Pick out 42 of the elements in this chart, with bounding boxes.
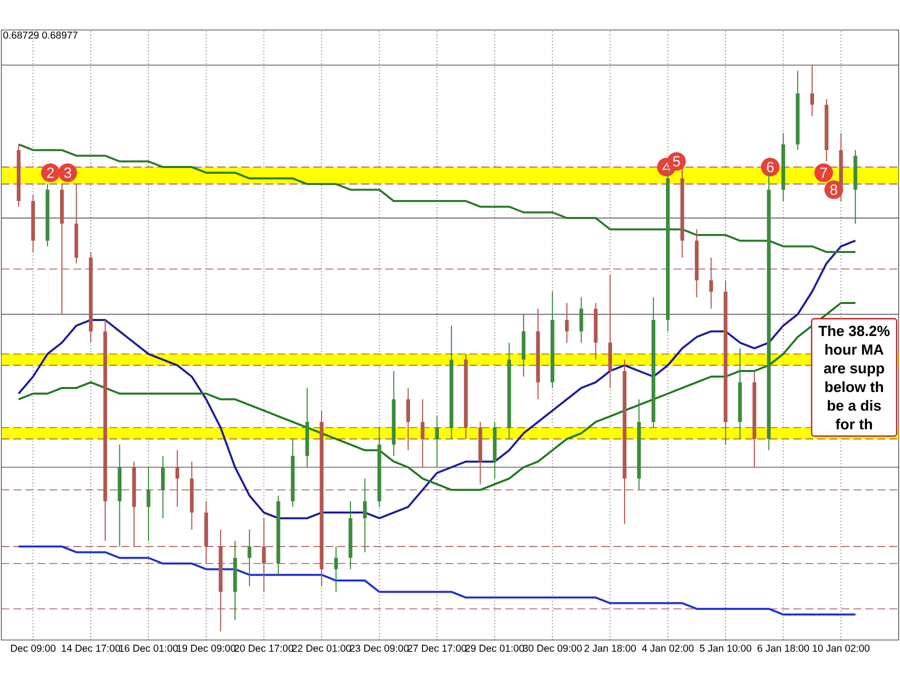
annotation: The 38.2% [818, 325, 890, 336]
candlestick [334, 546, 338, 592]
candlestick [810, 64, 814, 117]
annotation: below th [825, 381, 883, 392]
annotation: 8 [830, 184, 838, 195]
annotation: 3 [64, 168, 72, 178]
annotation: hour MA [825, 344, 884, 355]
annotation: are supp [824, 365, 884, 376]
x-tick-label: 19 Dec 09:00 [177, 644, 236, 652]
candlestick [564, 302, 569, 344]
x-tick-label: 5 Jan 10:00 [700, 644, 752, 652]
candlestick [709, 257, 713, 310]
candlestick [175, 450, 180, 508]
x-tick-label: 20 Dec 17:00 [234, 644, 294, 652]
x-tick-label: 6 Jan 18:00 [758, 644, 809, 652]
annotation: 2 [47, 168, 54, 178]
x-tick-label: 27 Dec 17:00 [408, 644, 466, 652]
candlestick [262, 518, 266, 592]
annotation: for th [836, 418, 872, 430]
annotation: 5 [673, 156, 680, 167]
x-tick-label: 30 Dec 09:00 [523, 644, 582, 652]
candlestick [363, 478, 367, 553]
x-tick-label: 10 Jan 02:00 [812, 644, 870, 652]
x-tick-label: 29 Dec 01:00 [465, 644, 524, 652]
x-tick-label: 16 Dec 01:00 [119, 644, 178, 652]
annotation: 7 [820, 168, 827, 178]
x-tick-label: Dec 09:00 [11, 644, 56, 652]
x-tick-label: 2 Jan 18:00 [584, 644, 636, 652]
candlestick [579, 296, 584, 344]
x-tick-label: 14 Dec 17:00 [62, 644, 120, 652]
candlestick [435, 416, 439, 468]
x-tick-label: 22 Dec 01:00 [292, 644, 351, 652]
candlestick [406, 387, 410, 451]
annotation: 6 [766, 162, 774, 172]
candlestick [161, 455, 165, 519]
candlestick [248, 529, 252, 587]
x-tick-label: 4 Jan 02:00 [642, 644, 694, 652]
candlestick [146, 466, 150, 542]
text: 0.68729 0.68977 [3, 32, 78, 39]
annotation: be a dis [828, 400, 881, 411]
x-tick-label: 23 Dec 09:00 [350, 644, 409, 652]
candlestick [420, 398, 424, 468]
